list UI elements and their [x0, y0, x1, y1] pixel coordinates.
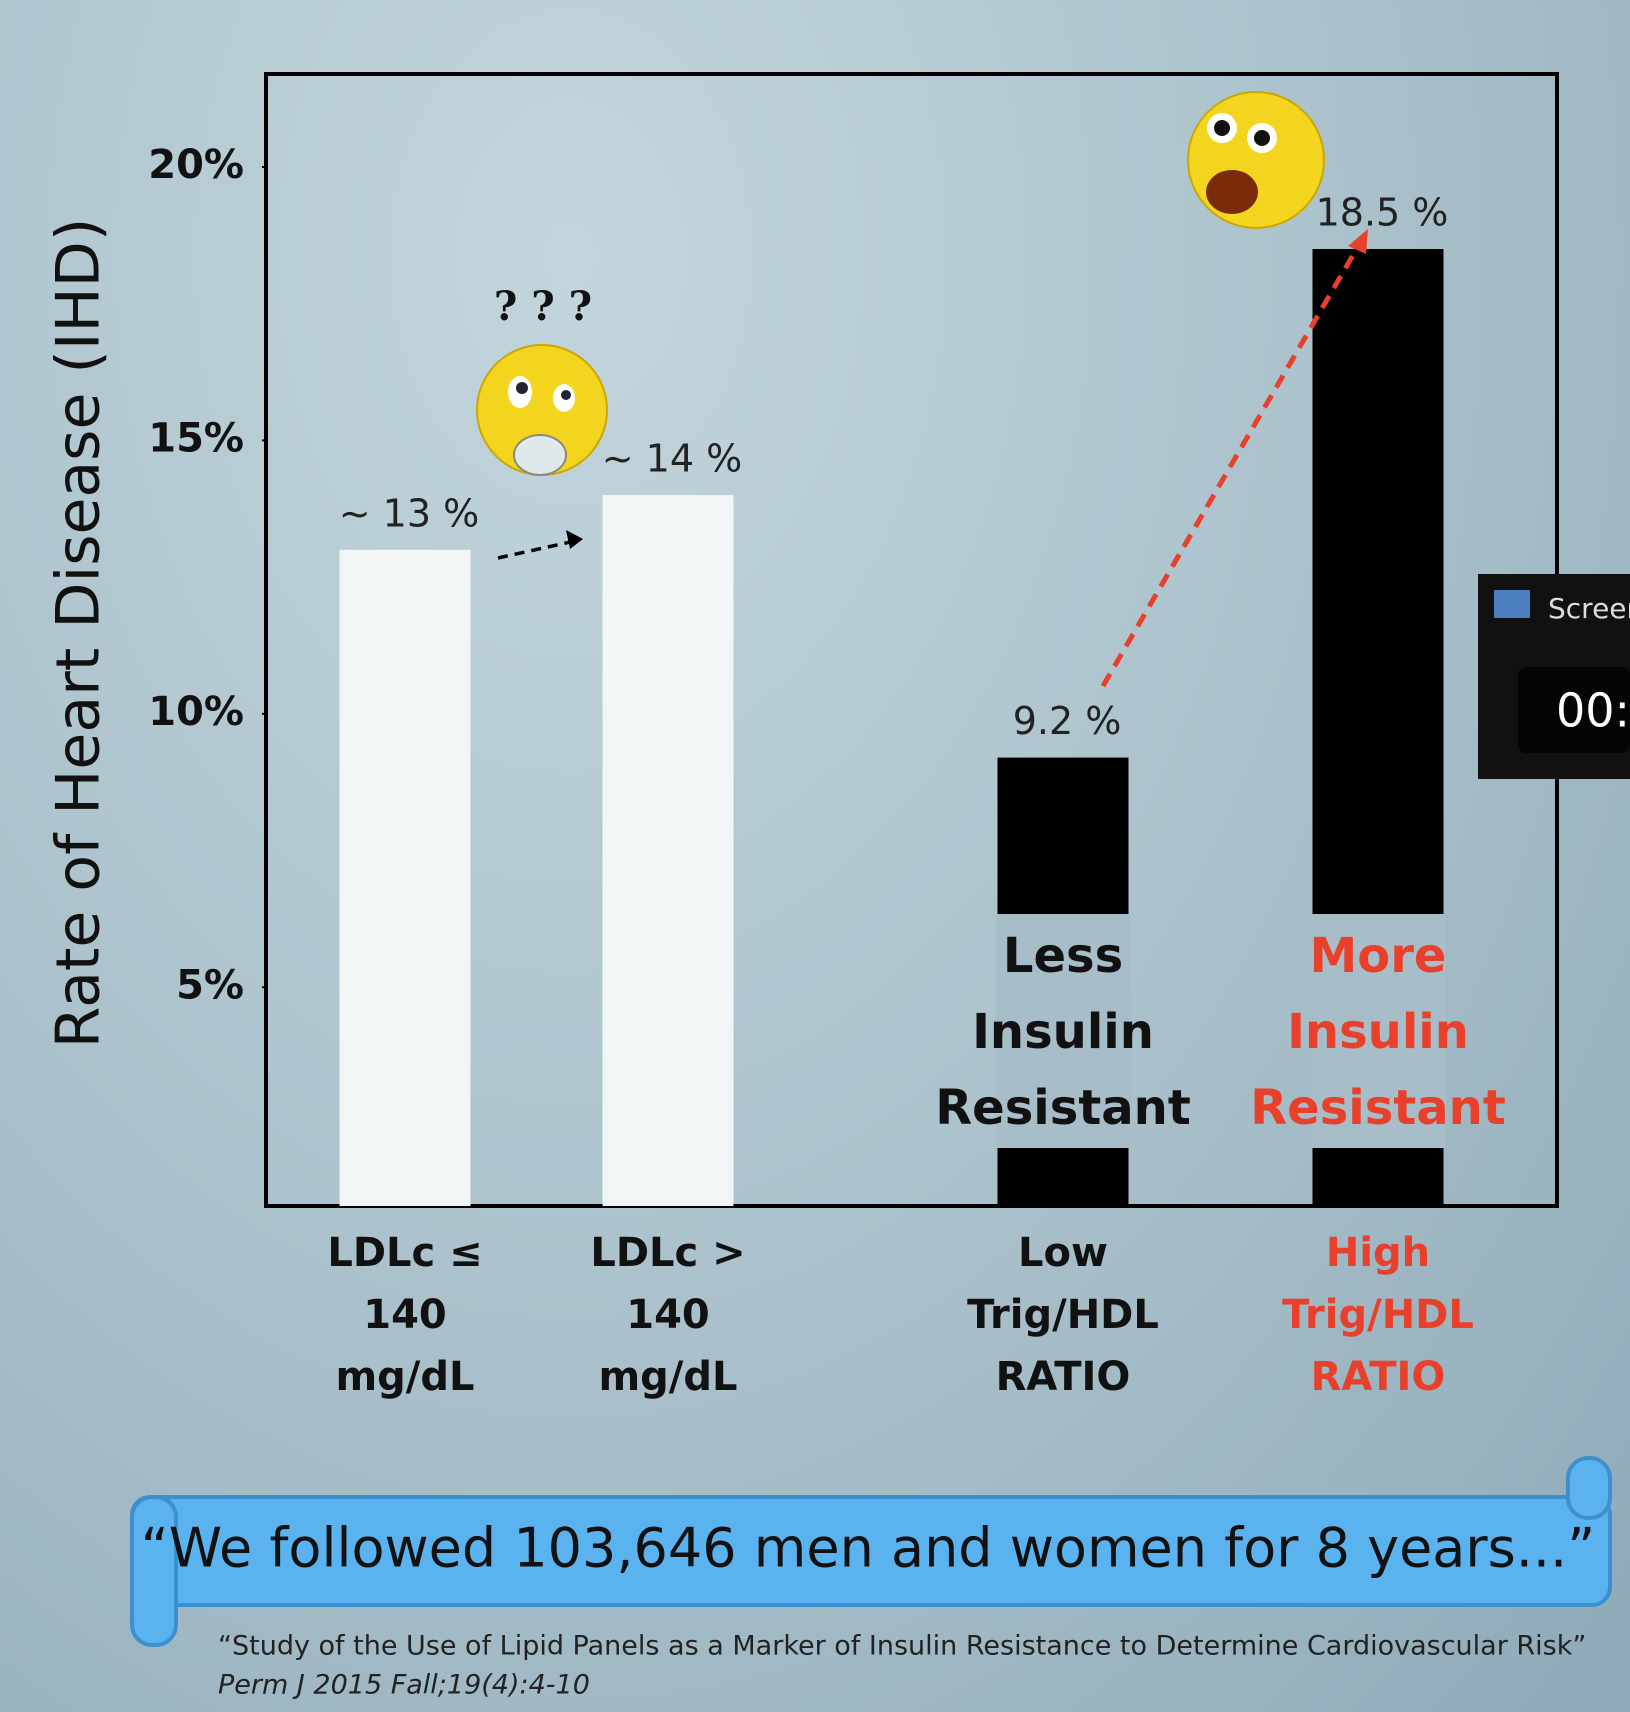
value-label: 9.2 % — [1013, 699, 1122, 743]
x-tick-label: Low Trig/HDL RATIO — [967, 1230, 1159, 1400]
bar — [339, 549, 471, 1206]
y-tick-label: 20% — [148, 142, 244, 188]
arrow — [497, 539, 576, 560]
recorder-timer: 00:0 — [1556, 684, 1630, 738]
source: Perm J 2015 Fall;19(4):4-10 — [218, 1670, 590, 1701]
arrow-head — [566, 530, 583, 549]
question-marks: ? ? ? — [494, 283, 592, 330]
scroll-end — [1566, 1456, 1612, 1520]
timer-box — [1518, 667, 1630, 753]
annotation-backdrop — [1310, 914, 1446, 1148]
recorder-title: Screen — [1548, 592, 1630, 625]
x-tick-label: LDLc > 140 mg/dL — [590, 1230, 746, 1400]
citation: “Study of the Use of Lipid Panels as a M… — [218, 1631, 1586, 1662]
x-tick-label: LDLc ≤ 140 mg/dL — [327, 1230, 483, 1400]
quote: “We followed 103,646 men and women for 8… — [141, 1517, 1595, 1580]
y-axis-title: Rate of Heart Disease (IHD) — [44, 218, 114, 1049]
value-label: ~ 13 % — [339, 491, 479, 535]
y-tick-label: 15% — [148, 415, 244, 461]
thinking-emoji — [476, 344, 608, 476]
y-tick-label: 5% — [176, 962, 244, 1008]
x-tick-label: High Trig/HDL RATIO — [1282, 1230, 1474, 1400]
annotation: Less Insulin Resistant — [935, 928, 1191, 1136]
recorder-icon — [1494, 590, 1530, 618]
arrow-head — [1348, 229, 1368, 254]
scroll-end — [130, 1495, 178, 1647]
shocked-emoji — [1187, 91, 1325, 229]
y-tick-label: 10% — [148, 689, 244, 735]
value-label: 18.5 % — [1316, 190, 1449, 234]
annotation-backdrop — [995, 914, 1131, 1148]
value-label: ~ 14 % — [602, 437, 742, 481]
arrow — [1100, 241, 1363, 688]
annotation: More Insulin Resistant — [1250, 928, 1506, 1136]
bar — [602, 495, 734, 1206]
